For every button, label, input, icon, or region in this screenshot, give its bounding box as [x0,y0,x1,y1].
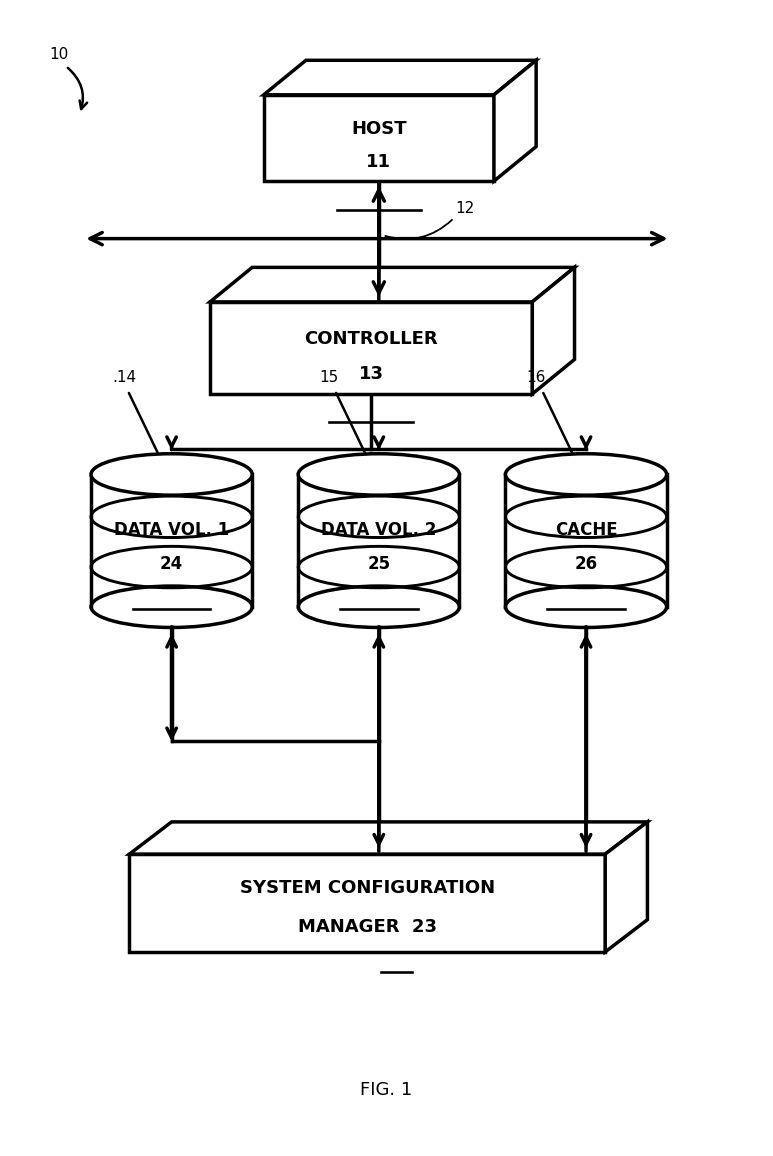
Polygon shape [210,302,533,394]
Text: SYSTEM CONFIGURATION: SYSTEM CONFIGURATION [240,880,495,897]
Polygon shape [494,60,536,181]
Polygon shape [129,854,605,951]
Polygon shape [533,267,574,394]
Polygon shape [210,267,574,302]
Text: 12: 12 [455,201,475,216]
Text: 11: 11 [366,153,391,171]
Text: MANAGER  23: MANAGER 23 [298,919,437,936]
Text: HOST: HOST [351,120,407,139]
Polygon shape [129,822,648,854]
Text: 15: 15 [319,370,339,385]
Text: 10: 10 [49,47,68,62]
Text: 16: 16 [526,370,547,385]
Polygon shape [264,95,494,181]
Polygon shape [264,60,536,95]
Text: .14: .14 [112,370,137,385]
Ellipse shape [506,586,666,628]
Text: CACHE: CACHE [555,521,618,539]
Ellipse shape [298,454,459,495]
Text: CONTROLLER: CONTROLLER [305,329,438,348]
Ellipse shape [91,586,252,628]
Text: 26: 26 [574,555,598,573]
Text: FIG. 1: FIG. 1 [360,1081,413,1099]
Ellipse shape [298,586,459,628]
Text: DATA VOL. 1: DATA VOL. 1 [114,521,230,539]
Ellipse shape [506,454,666,495]
Text: 25: 25 [367,555,390,573]
Polygon shape [605,822,648,951]
Text: 24: 24 [160,555,183,573]
Text: DATA VOL. 2: DATA VOL. 2 [321,521,437,539]
Ellipse shape [91,454,252,495]
Text: 13: 13 [359,364,383,383]
